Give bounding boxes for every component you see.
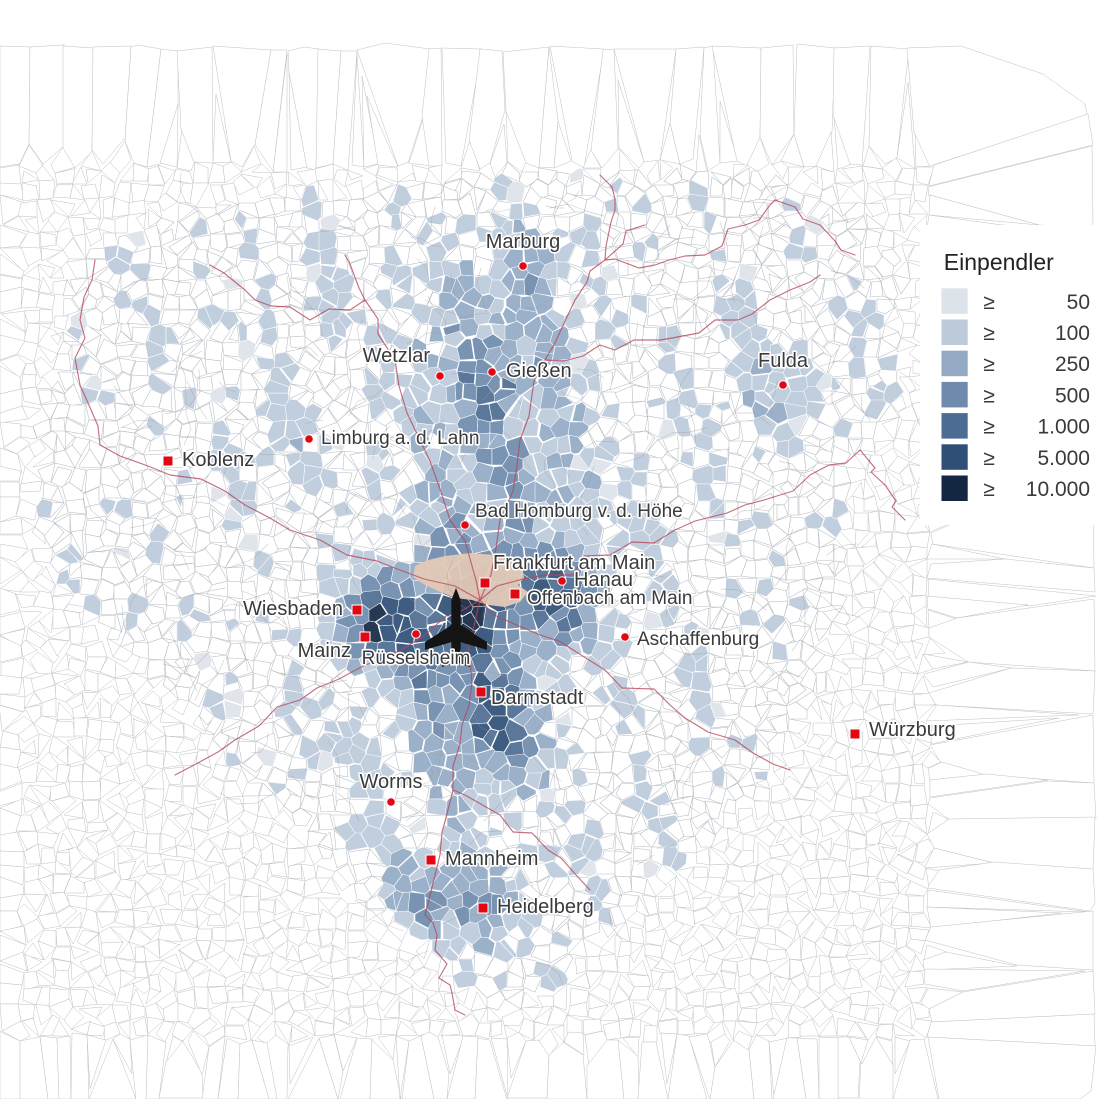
svg-text:Gießen: Gießen — [506, 360, 572, 382]
svg-text:Aschaffenburg: Aschaffenburg — [637, 629, 759, 650]
svg-text:≥: ≥ — [983, 416, 995, 439]
svg-text:Einpendler: Einpendler — [944, 249, 1054, 275]
svg-text:Marburg: Marburg — [486, 231, 560, 253]
svg-text:Mannheim: Mannheim — [445, 848, 538, 870]
svg-text:Fulda: Fulda — [758, 350, 809, 372]
svg-text:1.000: 1.000 — [1037, 416, 1090, 439]
svg-text:Bad Homburg v. d. Höhe: Bad Homburg v. d. Höhe — [475, 501, 683, 522]
svg-text:Worms: Worms — [360, 771, 423, 793]
svg-text:≥: ≥ — [983, 291, 995, 314]
svg-text:≥: ≥ — [983, 322, 995, 345]
svg-text:≥: ≥ — [983, 447, 995, 470]
svg-text:≥: ≥ — [983, 353, 995, 376]
svg-text:Limburg a. d. Lahn: Limburg a. d. Lahn — [321, 428, 479, 449]
svg-text:Mainz: Mainz — [298, 640, 351, 662]
svg-text:Wetzlar: Wetzlar — [363, 345, 431, 367]
svg-text:5.000: 5.000 — [1037, 447, 1090, 470]
svg-text:Wiesbaden: Wiesbaden — [243, 598, 343, 620]
svg-text:≥: ≥ — [983, 478, 995, 501]
svg-text:Rüsselsheim: Rüsselsheim — [362, 648, 471, 669]
svg-text:100: 100 — [1055, 322, 1090, 345]
svg-text:10.000: 10.000 — [1026, 478, 1090, 501]
svg-text:Darmstadt: Darmstadt — [491, 687, 584, 709]
svg-text:500: 500 — [1055, 384, 1090, 407]
svg-text:Würzburg: Würzburg — [869, 719, 956, 741]
svg-text:≥: ≥ — [983, 384, 995, 407]
svg-text:Koblenz: Koblenz — [182, 449, 254, 471]
svg-text:250: 250 — [1055, 353, 1090, 376]
svg-text:Offenbach am Main: Offenbach am Main — [527, 588, 692, 609]
svg-text:Heidelberg: Heidelberg — [497, 896, 594, 918]
svg-text:50: 50 — [1067, 291, 1090, 314]
